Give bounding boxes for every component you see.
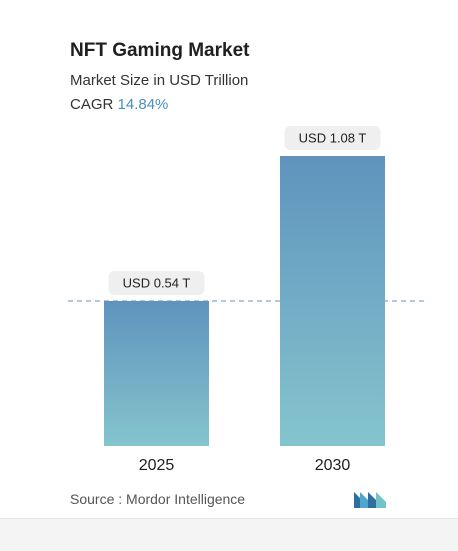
cagr-line: CAGR 14.84% [70,96,168,113]
source-text: Source : Mordor Intelligence [70,491,246,507]
chart-card: NFT Gaming Market Market Size in USD Tri… [0,0,458,519]
data-label-2030: USD 1.08 T [299,131,367,146]
bar-2025 [104,301,209,446]
x-tick-label-2025: 2025 [139,457,175,474]
cagr-label: CAGR [70,96,114,113]
data-label-bg-2030 [284,126,381,150]
mordor-intelligence-logo-icon [354,490,386,513]
data-label-bg-2025 [108,271,205,295]
chart-title: NFT Gaming Market [70,40,250,61]
cagr-value: 14.84% [117,96,169,113]
data-label-2025: USD 0.54 T [123,276,191,291]
bar-2030 [280,156,385,446]
x-tick-label-2030: 2030 [315,457,351,474]
bar-chart: USD 0.54 T 2025 USD 1.08 T 2030 [68,126,424,474]
chart-subtitle: Market Size in USD Trillion [70,72,249,89]
